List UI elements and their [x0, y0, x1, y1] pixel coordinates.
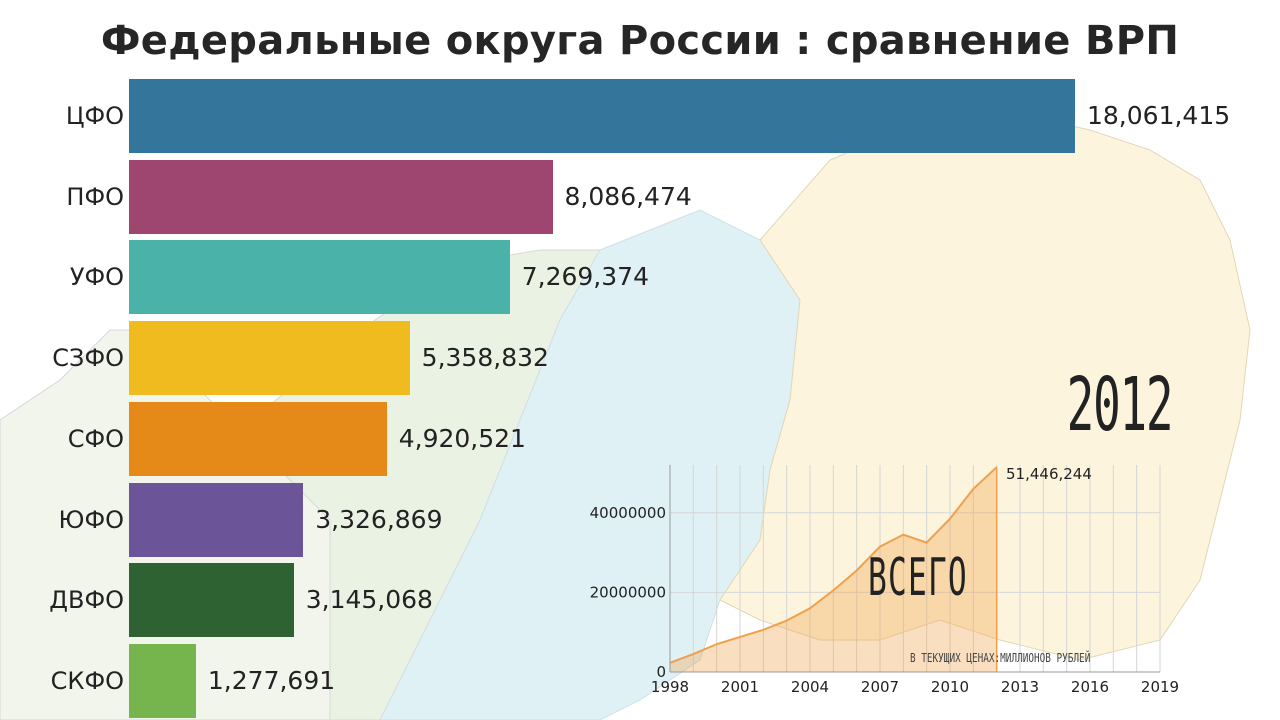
chart-title: Федеральные округа России : сравнение ВР…: [100, 18, 1180, 64]
y-tick-label: 0: [656, 663, 666, 681]
x-tick-label: 2004: [791, 678, 829, 696]
x-tick-label: 1998: [651, 678, 689, 696]
value-label: 5,358,832: [421, 343, 549, 373]
total-area-chart: 0 20000000 40000000 1998 2001 2004 2007 2010 201…: [590, 465, 1179, 696]
x-tick-label: 2010: [931, 678, 969, 696]
x-tick-label: 2013: [1001, 678, 1039, 696]
value-label: 8,086,474: [564, 181, 692, 211]
y-tick-label: 40000000: [590, 504, 666, 522]
value-label: 3,326,869: [315, 504, 443, 534]
value-label: 1,277,691: [207, 665, 336, 695]
x-tick-label: 2001: [721, 678, 759, 696]
bar: [129, 79, 1075, 153]
bar: [129, 321, 410, 396]
category-label: ЦФО: [65, 102, 124, 130]
x-tick-label: 2016: [1071, 678, 1109, 696]
x-tick-label: 2007: [861, 678, 899, 696]
bar: [129, 401, 387, 476]
inset-title: ВСЕГО: [868, 548, 968, 608]
category-label: СКФО: [50, 666, 124, 695]
category-label: УФО: [69, 263, 124, 292]
area-fill: [670, 467, 997, 672]
inset-units-note: В ТЕКУЩИХ ЦЕНАХ:МИЛЛИОНОВ РУБЛЕЙ: [910, 651, 1091, 665]
bar: [129, 482, 304, 557]
value-label: 3,145,068: [305, 585, 433, 615]
value-label: 18,061,415: [1087, 101, 1231, 130]
value-label: 7,269,374: [521, 262, 649, 292]
category-label: ДВФО: [49, 586, 124, 615]
value-label: 4,920,521: [398, 423, 526, 453]
category-label: ЮФО: [58, 505, 124, 534]
series-line: [669, 466, 998, 664]
bar: [129, 240, 510, 315]
bar: [129, 563, 294, 638]
y-tick-label: 20000000: [590, 583, 666, 601]
inset-end-value-label: 51,446,244: [1006, 465, 1092, 483]
year-label: 2012: [1066, 362, 1173, 448]
category-label: СФО: [67, 424, 124, 453]
bar: [129, 643, 196, 718]
category-label: ПФО: [66, 182, 124, 211]
x-tick-label: 2019: [1141, 678, 1179, 696]
bar: [129, 159, 553, 234]
category-label: СЗФО: [52, 344, 124, 373]
